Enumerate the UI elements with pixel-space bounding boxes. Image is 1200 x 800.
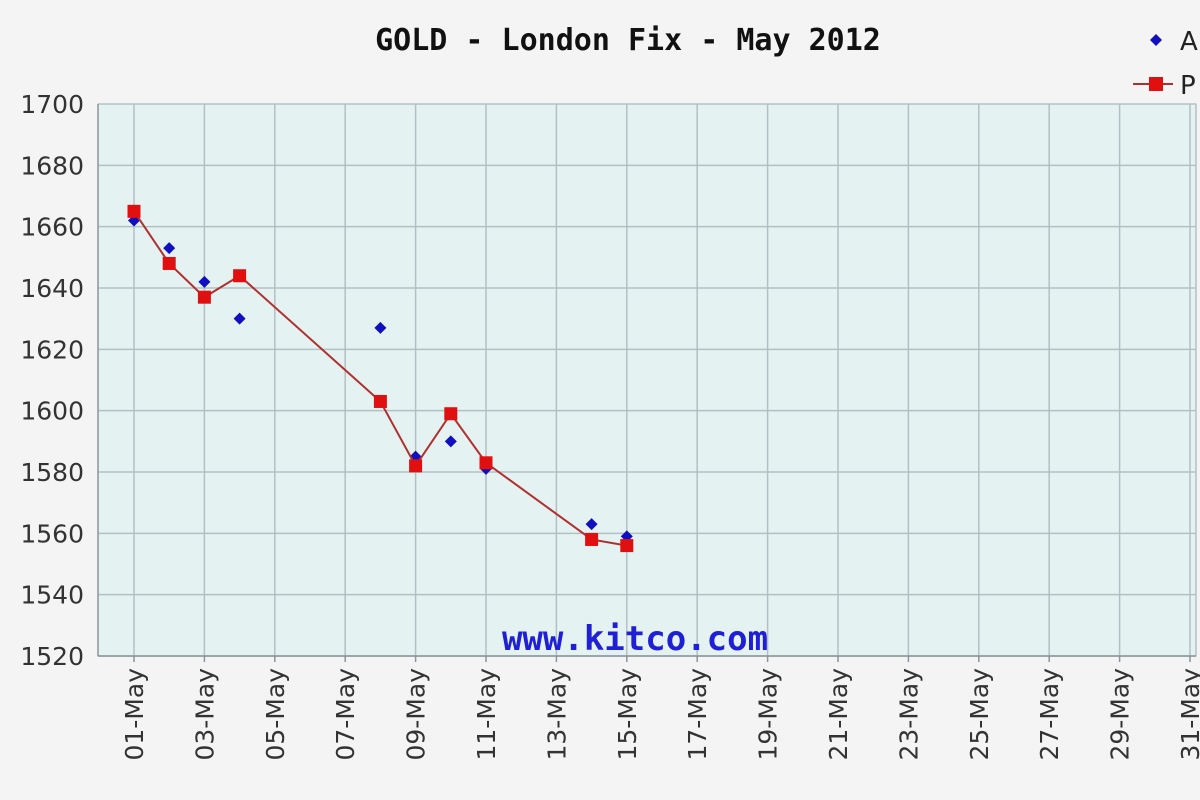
- series-layer: [127, 204, 634, 553]
- series-P: [127, 204, 634, 553]
- y-tick-label: 1600: [20, 397, 84, 426]
- x-tick-label: 25-May: [965, 668, 994, 761]
- legend-label: A: [1180, 27, 1198, 57]
- data-point-square: [127, 204, 141, 218]
- x-tick-label: 21-May: [824, 668, 853, 761]
- y-tick-label: 1520: [20, 642, 84, 671]
- x-tick-label: 19-May: [754, 668, 783, 761]
- watermark-text: www.kitco.com: [502, 619, 768, 659]
- data-point-diamond: [585, 518, 598, 531]
- y-tick-label: 1680: [20, 151, 84, 180]
- y-tick-label: 1580: [20, 458, 84, 487]
- data-point-square: [585, 532, 599, 546]
- legend-label: P: [1180, 71, 1196, 101]
- data-point-square: [479, 456, 493, 470]
- x-tick-label: 13-May: [542, 668, 571, 761]
- data-point-square: [620, 539, 634, 553]
- data-point-square: [197, 290, 211, 304]
- y-axis-ticks: 1520 1540 1560 1580 1600 1620 1640 1660 1680 1700: [20, 90, 84, 671]
- series-line: [133, 210, 627, 547]
- y-tick-label: 1660: [20, 213, 84, 242]
- legend-marker-diamond: [1150, 34, 1162, 46]
- data-point-diamond: [233, 312, 246, 325]
- grid-lines: [97, 103, 1196, 657]
- y-tick-label: 1640: [20, 274, 84, 303]
- data-point-diamond: [163, 242, 176, 255]
- x-tick-label: 17-May: [683, 668, 712, 761]
- x-tick-label: 27-May: [1035, 668, 1064, 761]
- y-tick-label: 1560: [20, 519, 84, 548]
- x-tick-label: 23-May: [894, 668, 923, 761]
- x-axis-ticks: 01-May 03-May 05-May 07-May 09-May 11-May 13-M…: [120, 656, 1200, 761]
- y-tick-label: 1540: [20, 581, 84, 610]
- data-point-diamond: [444, 435, 457, 448]
- chart-title: GOLD - London Fix - May 2012: [375, 23, 881, 58]
- legend: AP: [1133, 27, 1198, 101]
- y-tick-label: 1620: [20, 335, 84, 364]
- x-tick-label: 07-May: [331, 668, 360, 761]
- y-tick-label: 1700: [20, 90, 84, 119]
- x-tick-label: 05-May: [261, 668, 290, 761]
- data-point-square: [162, 256, 176, 270]
- data-point-square: [233, 269, 247, 283]
- x-tick-label: 29-May: [1106, 668, 1135, 761]
- x-tick-label: 03-May: [190, 668, 219, 761]
- data-point-square: [444, 407, 458, 421]
- plot-area: [97, 103, 1197, 657]
- x-tick-label: 09-May: [402, 668, 431, 761]
- data-point-square: [373, 394, 387, 408]
- data-point-diamond: [374, 321, 387, 334]
- x-tick-label: 15-May: [613, 668, 642, 761]
- x-tick-label: 11-May: [472, 668, 501, 761]
- legend-marker-square: [1149, 77, 1163, 91]
- data-point-diamond: [198, 275, 211, 288]
- x-tick-label: 01-May: [120, 668, 149, 761]
- data-point-square: [409, 459, 423, 473]
- x-tick-label: 31-May: [1176, 668, 1200, 761]
